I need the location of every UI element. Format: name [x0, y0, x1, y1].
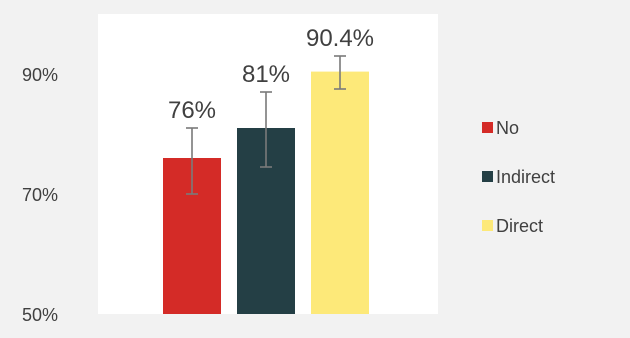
legend-item-indirect: Indirect	[482, 167, 555, 187]
legend-label: No	[496, 118, 519, 138]
legend-label: Direct	[496, 216, 543, 236]
bar-direct	[311, 71, 369, 314]
legend-swatch	[482, 171, 493, 182]
error-bar-direct	[334, 55, 346, 90]
legend-label: Indirect	[496, 167, 555, 187]
error-bars	[186, 55, 346, 195]
data-labels: 76% 81% 90.4%	[168, 25, 374, 124]
legend-item-no: No	[482, 118, 519, 138]
data-label-direct: 90.4%	[306, 25, 374, 52]
y-tick-label: 90%	[22, 65, 58, 85]
y-tick-label: 50%	[22, 305, 58, 325]
y-axis-ticks: 50% 70% 90%	[22, 65, 58, 325]
error-bar-indirect	[260, 91, 272, 168]
legend: No Indirect Direct	[482, 118, 555, 236]
data-label-no: 76%	[168, 97, 216, 124]
legend-item-direct: Direct	[482, 216, 543, 236]
legend-swatch	[482, 220, 493, 231]
data-label-indirect: 81%	[242, 61, 290, 88]
y-tick-label: 70%	[22, 185, 58, 205]
bars	[163, 71, 369, 314]
error-bar-no	[186, 127, 198, 195]
legend-swatch	[482, 122, 493, 133]
